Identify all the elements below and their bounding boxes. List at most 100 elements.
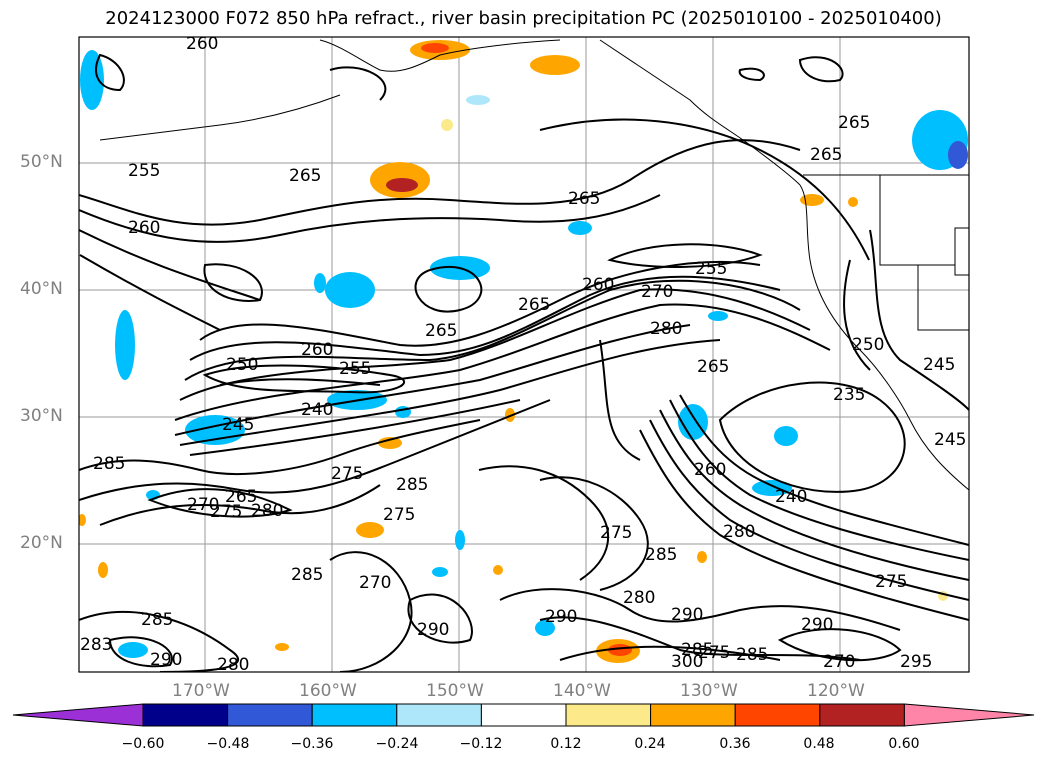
contour-label: 250 bbox=[852, 335, 884, 355]
colorbar-extend-high bbox=[903, 703, 1035, 727]
contour-label: 300 bbox=[671, 652, 703, 672]
contour-label: 280 bbox=[217, 655, 249, 675]
contour-label: 275 bbox=[210, 502, 242, 522]
contour-label: 270 bbox=[823, 652, 855, 672]
contour-label: 280 bbox=[650, 319, 682, 339]
refractivity-contours bbox=[79, 53, 969, 672]
contour-label: 240 bbox=[301, 400, 333, 420]
contour-labels: 260 265 255 260 265 265 265 260 255 270 … bbox=[80, 34, 966, 675]
contour-label: 245 bbox=[923, 355, 955, 375]
colorbar-segment bbox=[227, 703, 313, 727]
contour-label: 275 bbox=[875, 572, 907, 592]
contour-label: 265 bbox=[838, 113, 870, 133]
contour-label: 240 bbox=[775, 487, 807, 507]
precip-blob bbox=[535, 620, 555, 636]
contour-label: 290 bbox=[417, 620, 449, 640]
contour-label: 260 bbox=[186, 34, 218, 54]
lat-label-20n: 20°N bbox=[20, 533, 63, 553]
precip-blob bbox=[774, 426, 798, 446]
precip-blob bbox=[421, 43, 449, 53]
contour-label: 275 bbox=[698, 643, 730, 663]
contour-label: 280 bbox=[723, 522, 755, 542]
map-title: 2024123000 F072 850 hPa refract., river … bbox=[105, 8, 942, 29]
contour-label: 265 bbox=[425, 321, 457, 341]
contour-label: 260 bbox=[301, 340, 333, 360]
contour-label: 275 bbox=[600, 523, 632, 543]
contour-label: 265 bbox=[568, 189, 600, 209]
contour-label: 245 bbox=[222, 415, 254, 435]
lat-label-40n: 40°N bbox=[20, 279, 63, 299]
contour-label: 255 bbox=[339, 359, 371, 379]
colorbar-tick: −0.36 bbox=[290, 736, 334, 752]
colorbar-segment bbox=[819, 703, 905, 727]
precip-blob bbox=[530, 55, 580, 75]
contour-label: 255 bbox=[695, 259, 727, 279]
precip-blob bbox=[432, 567, 448, 577]
precip-blob bbox=[493, 565, 503, 575]
colorbar-segment bbox=[565, 703, 652, 727]
precip-blob bbox=[800, 194, 824, 206]
contour-label: 265 bbox=[518, 295, 550, 315]
precip-blob bbox=[568, 221, 592, 235]
precip-blob bbox=[275, 643, 289, 651]
colorbar-tick: −0.48 bbox=[206, 736, 250, 752]
lon-label-160w: 160°W bbox=[299, 681, 357, 701]
colorbar-segment bbox=[650, 703, 736, 727]
contour-label: 280 bbox=[623, 588, 655, 608]
contour-label: 285 bbox=[645, 545, 677, 565]
lat-label-50n: 50°N bbox=[20, 152, 63, 172]
contour-label: 260 bbox=[694, 460, 726, 480]
contour-label: 285 bbox=[93, 454, 125, 474]
contour-label: 283 bbox=[80, 635, 112, 655]
contour-label: 285 bbox=[396, 475, 428, 495]
precip-blob bbox=[98, 562, 108, 578]
colorbar-segment bbox=[734, 703, 821, 727]
colorbar-tick: 0.48 bbox=[803, 736, 835, 752]
contour-label: 265 bbox=[697, 357, 729, 377]
precip-blob bbox=[441, 119, 453, 131]
precip-blob bbox=[118, 642, 148, 658]
contour-label: 260 bbox=[582, 275, 614, 295]
contour-label: 235 bbox=[833, 385, 865, 405]
precip-blob bbox=[79, 514, 86, 526]
plot-area bbox=[79, 37, 969, 672]
contour-label: 275 bbox=[331, 464, 363, 484]
precip-blob bbox=[386, 178, 418, 192]
precip-blob bbox=[752, 480, 792, 496]
precip-blob bbox=[455, 530, 465, 550]
lon-label-150w: 150°W bbox=[426, 681, 484, 701]
precip-blob bbox=[848, 197, 858, 207]
precip-blob bbox=[80, 50, 104, 110]
contour-label: 270 bbox=[641, 282, 673, 302]
colorbar-segment bbox=[396, 703, 482, 727]
contour-label: 250 bbox=[226, 355, 258, 375]
contour-label: 265 bbox=[289, 166, 321, 186]
colorbar-tick: 0.36 bbox=[719, 736, 751, 752]
precip-blob bbox=[378, 437, 402, 449]
colorbar-tick: 0.60 bbox=[888, 736, 920, 752]
colorbar bbox=[12, 703, 1035, 727]
contour-label: 255 bbox=[128, 161, 160, 181]
contour-label: 285 bbox=[681, 640, 713, 660]
contour-label: 245 bbox=[934, 430, 966, 450]
contour-label: 280 bbox=[251, 501, 283, 521]
lon-label-170w: 170°W bbox=[172, 681, 230, 701]
contour-label: 285 bbox=[736, 645, 768, 665]
lat-label-30n: 30°N bbox=[20, 406, 63, 426]
contour-label: 260 bbox=[128, 218, 160, 238]
lon-label-120w: 120°W bbox=[807, 681, 865, 701]
contour-label: 290 bbox=[150, 650, 182, 670]
plot-frame bbox=[78, 36, 970, 673]
colorbar-tick: −0.12 bbox=[459, 736, 503, 752]
lon-label-130w: 130°W bbox=[680, 681, 738, 701]
contour-label: 295 bbox=[900, 652, 932, 672]
precip-blob bbox=[325, 272, 375, 308]
colorbar-segment bbox=[311, 703, 398, 727]
precip-blob bbox=[948, 141, 968, 169]
precip-blob bbox=[697, 551, 707, 563]
lon-label-140w: 140°W bbox=[553, 681, 611, 701]
colorbar-segment bbox=[142, 703, 229, 727]
contour-label: 270 bbox=[187, 495, 219, 515]
contour-label: 285 bbox=[291, 565, 323, 585]
